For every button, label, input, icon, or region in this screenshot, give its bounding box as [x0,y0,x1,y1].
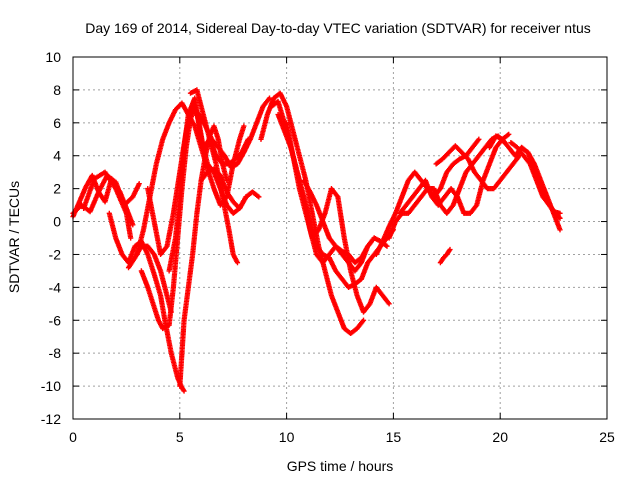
y-tick-label: 10 [45,49,61,65]
y-tick-label: -6 [49,312,62,328]
data-point [506,131,512,137]
y-tick-label: 4 [53,148,61,164]
x-tick-label: 20 [492,429,508,445]
data-point [360,317,367,323]
series-track-2 [70,172,142,216]
series-track-11 [187,87,251,167]
series-track-4 [106,210,187,394]
data-point [384,243,390,249]
x-tick-label: 0 [69,429,77,445]
data-marks [70,87,563,394]
y-tick-label: 8 [53,82,61,98]
y-tick-label: -4 [49,279,62,295]
x-tick-label: 5 [176,429,184,445]
x-tick-label: 15 [386,429,402,445]
x-tick-label: 10 [279,429,295,445]
data-point [386,301,392,307]
grid-layer [73,57,607,419]
y-tick-label: -10 [41,378,61,394]
series-track-20 [397,131,512,216]
data-point [557,227,563,233]
y-tick-label: -8 [49,345,62,361]
series-track-25 [437,246,453,266]
series-track-21 [433,143,523,192]
data-point [234,260,241,266]
chart-title: Day 169 of 2014, Sidereal Day-to-day VTE… [85,20,591,36]
series-track-16 [284,120,392,315]
data-point [128,235,134,241]
data-point [557,215,563,221]
series-track-13 [258,90,367,337]
data-point [476,136,482,142]
y-tick-label: -2 [49,246,62,262]
data-point [447,246,453,253]
plot-frame [72,56,608,420]
data-point [136,181,142,187]
y-tick-label: 0 [53,214,61,230]
data-point [241,123,247,129]
axes: 0 5 10 15 20 25 -12 -10 -8 -6 -4 -2 0 2 4 6 8 10 [41,49,615,445]
y-tick-label: -12 [41,411,61,427]
series-track-10 [177,123,230,389]
series-track-24 [518,144,563,216]
data-point [130,222,136,228]
data-point [256,194,262,200]
data-point [181,388,187,394]
series-track-12 [198,166,262,211]
data-point [557,210,563,216]
y-tick-label: 6 [53,115,61,131]
series-track-7 [134,100,247,258]
data-point [245,136,251,142]
y-axis-label: SDTVAR / TECUs [6,181,22,293]
series-track-3 [81,169,134,241]
x-tick-label: 25 [599,429,615,445]
x-axis-label: GPS time / hours [287,458,394,474]
y-tick-label: 2 [53,181,61,197]
